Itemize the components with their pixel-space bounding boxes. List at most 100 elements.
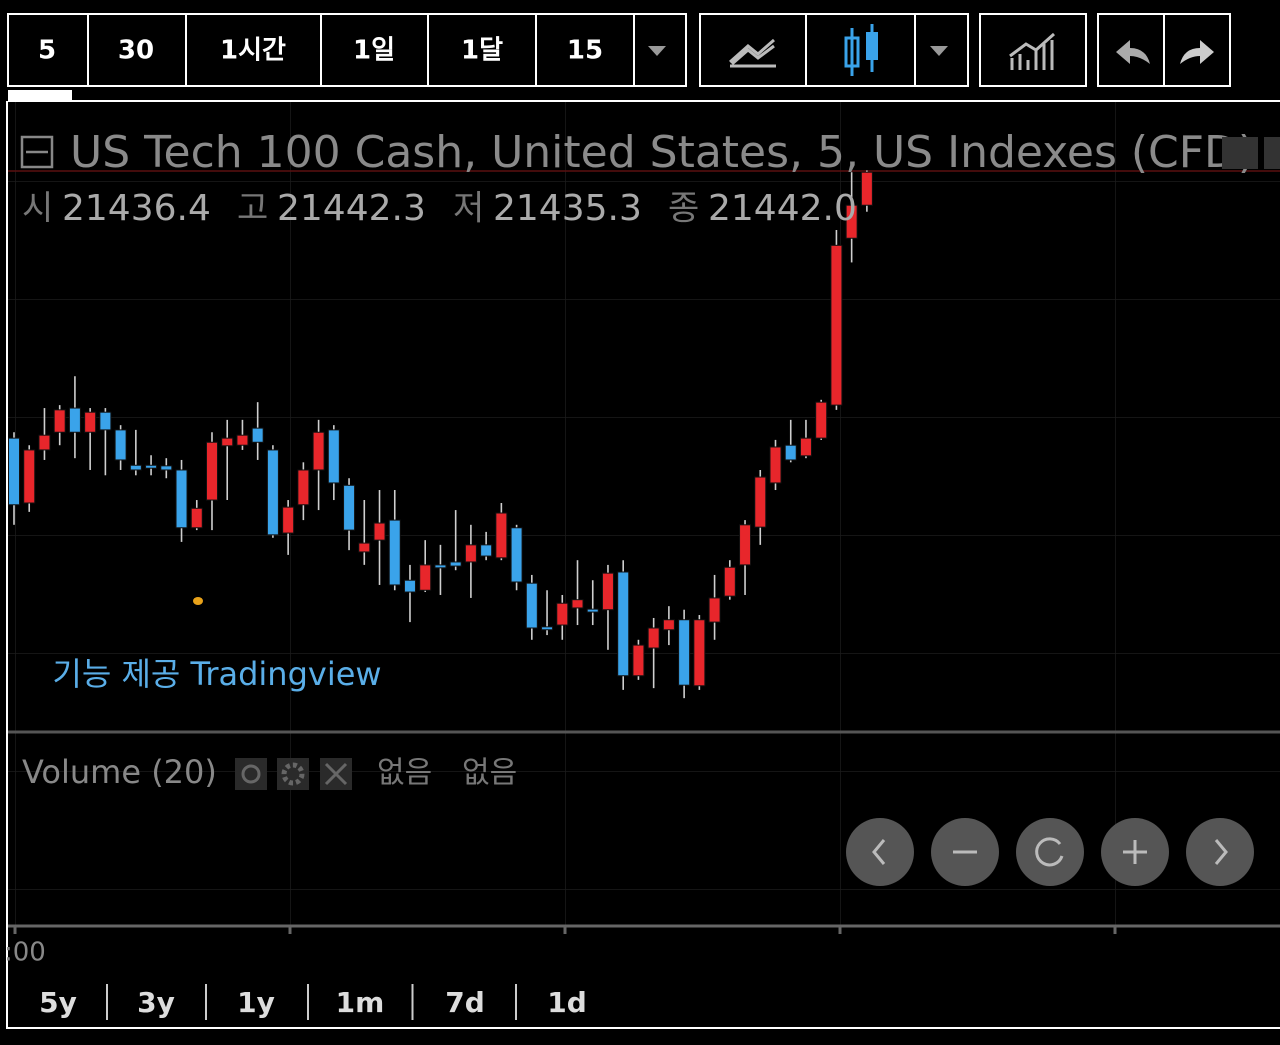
candle-body: [830, 244, 843, 406]
candle-body: [495, 512, 508, 559]
scroll-right[interactable]: [1186, 818, 1254, 886]
candle-body: [205, 441, 218, 501]
volume-value: 없음: [462, 756, 517, 791]
range-bar: 5y 3y 1y 1m 7d 1d: [39, 984, 587, 1020]
candle-body: [571, 599, 584, 609]
candle-body: [754, 476, 767, 528]
candle-body: [38, 434, 51, 451]
candle-body: [693, 619, 706, 687]
interval-button[interactable]: 1시간: [220, 36, 286, 66]
readout-label: 종: [668, 189, 699, 229]
readout-label: 시: [22, 189, 53, 229]
candle-body: [845, 204, 858, 239]
candle-body: [373, 522, 386, 541]
range-button[interactable]: 5y: [39, 986, 77, 1019]
candle-body: [525, 582, 538, 629]
candle-body: [815, 401, 828, 439]
candle-body: [343, 484, 356, 531]
candle-body: [617, 571, 630, 677]
chart-title: US Tech 100 Cash, United States, 5, US I…: [70, 127, 1255, 178]
range-button[interactable]: 1d: [547, 986, 587, 1019]
interval-button[interactable]: 15: [567, 36, 603, 66]
collapse-icon[interactable]: [20, 135, 54, 169]
candle-body: [419, 564, 432, 591]
candle-body: [464, 544, 477, 563]
candle-body: [586, 608, 599, 613]
nav-buttons: [846, 818, 1254, 886]
gear-icon[interactable]: [1264, 137, 1280, 169]
toolbar: [7, 13, 1231, 87]
candle-body: [388, 519, 401, 586]
candle-icon[interactable]: [844, 24, 878, 76]
redo[interactable]: [1180, 40, 1214, 64]
candle-body: [23, 449, 36, 504]
candle-body: [739, 524, 752, 566]
interval-button[interactable]: 1일: [353, 36, 395, 66]
candle-body: [541, 626, 554, 631]
eye-icon[interactable]: [235, 758, 267, 790]
candle-body: [114, 429, 127, 461]
candle-body: [68, 407, 81, 433]
candle-body: [160, 465, 173, 471]
candle-body: [632, 644, 645, 677]
undo[interactable]: [1116, 40, 1150, 64]
volume-title: Volume (20): [22, 753, 217, 791]
readout-value: 21436.4: [62, 188, 211, 229]
candle-body: [403, 579, 416, 593]
candle-body: [266, 449, 279, 536]
range-button[interactable]: 7d: [445, 986, 485, 1019]
line-icon[interactable]: [729, 38, 776, 68]
readout-label: 고: [237, 189, 268, 229]
interval-button[interactable]: 30: [118, 36, 154, 66]
candle-body: [312, 431, 325, 471]
interval-button[interactable]: 5: [38, 36, 56, 66]
volume-value: 없음: [377, 756, 432, 791]
candle-body: [327, 429, 340, 484]
candle-body: [8, 437, 20, 506]
candle-body: [662, 619, 675, 631]
candle-body: [480, 544, 493, 557]
range-button[interactable]: 3y: [137, 986, 175, 1019]
eye-icon[interactable]: [1222, 137, 1258, 169]
candle-body: [647, 627, 660, 649]
candle-body: [129, 464, 142, 471]
candle-body: [769, 446, 782, 484]
candle-body: [99, 411, 112, 431]
watermark: 기능 제공 Tradingview: [52, 655, 381, 693]
candle-body: [221, 437, 234, 447]
candle-body: [434, 564, 447, 569]
marker: [193, 597, 203, 605]
candle-body: [449, 561, 462, 567]
scroll-left[interactable]: [846, 818, 914, 886]
candle-body: [860, 171, 873, 206]
candle-body: [556, 602, 569, 626]
candle-body: [678, 619, 691, 686]
candle-body: [53, 409, 66, 433]
dropdown[interactable]: [930, 46, 948, 56]
candle-body: [358, 542, 371, 553]
interval-button[interactable]: 1달: [461, 36, 503, 66]
x-tick-label: :00: [4, 938, 46, 968]
candle-body: [297, 469, 310, 506]
grid: [8, 102, 1280, 928]
candle-body: [175, 469, 188, 529]
candle-body: [510, 527, 523, 583]
readout-value: 21442.3: [277, 188, 426, 229]
candle-body: [145, 464, 158, 469]
indicator-button[interactable]: [979, 13, 1087, 87]
range-button[interactable]: 1y: [237, 986, 275, 1019]
chart-style-group: [699, 13, 969, 87]
readout-value: 21442.0: [708, 188, 857, 229]
candle-body: [601, 572, 614, 611]
candle-body: [708, 597, 721, 623]
dropdown[interactable]: [648, 46, 666, 56]
tab: [8, 90, 72, 100]
candle-body: [723, 566, 736, 597]
candle-body: [799, 437, 812, 457]
candle-body: [236, 434, 249, 446]
candle-body: [282, 506, 295, 534]
range-button[interactable]: 1m: [336, 986, 385, 1019]
candle-body: [251, 427, 264, 443]
reset[interactable]: [1016, 818, 1084, 886]
